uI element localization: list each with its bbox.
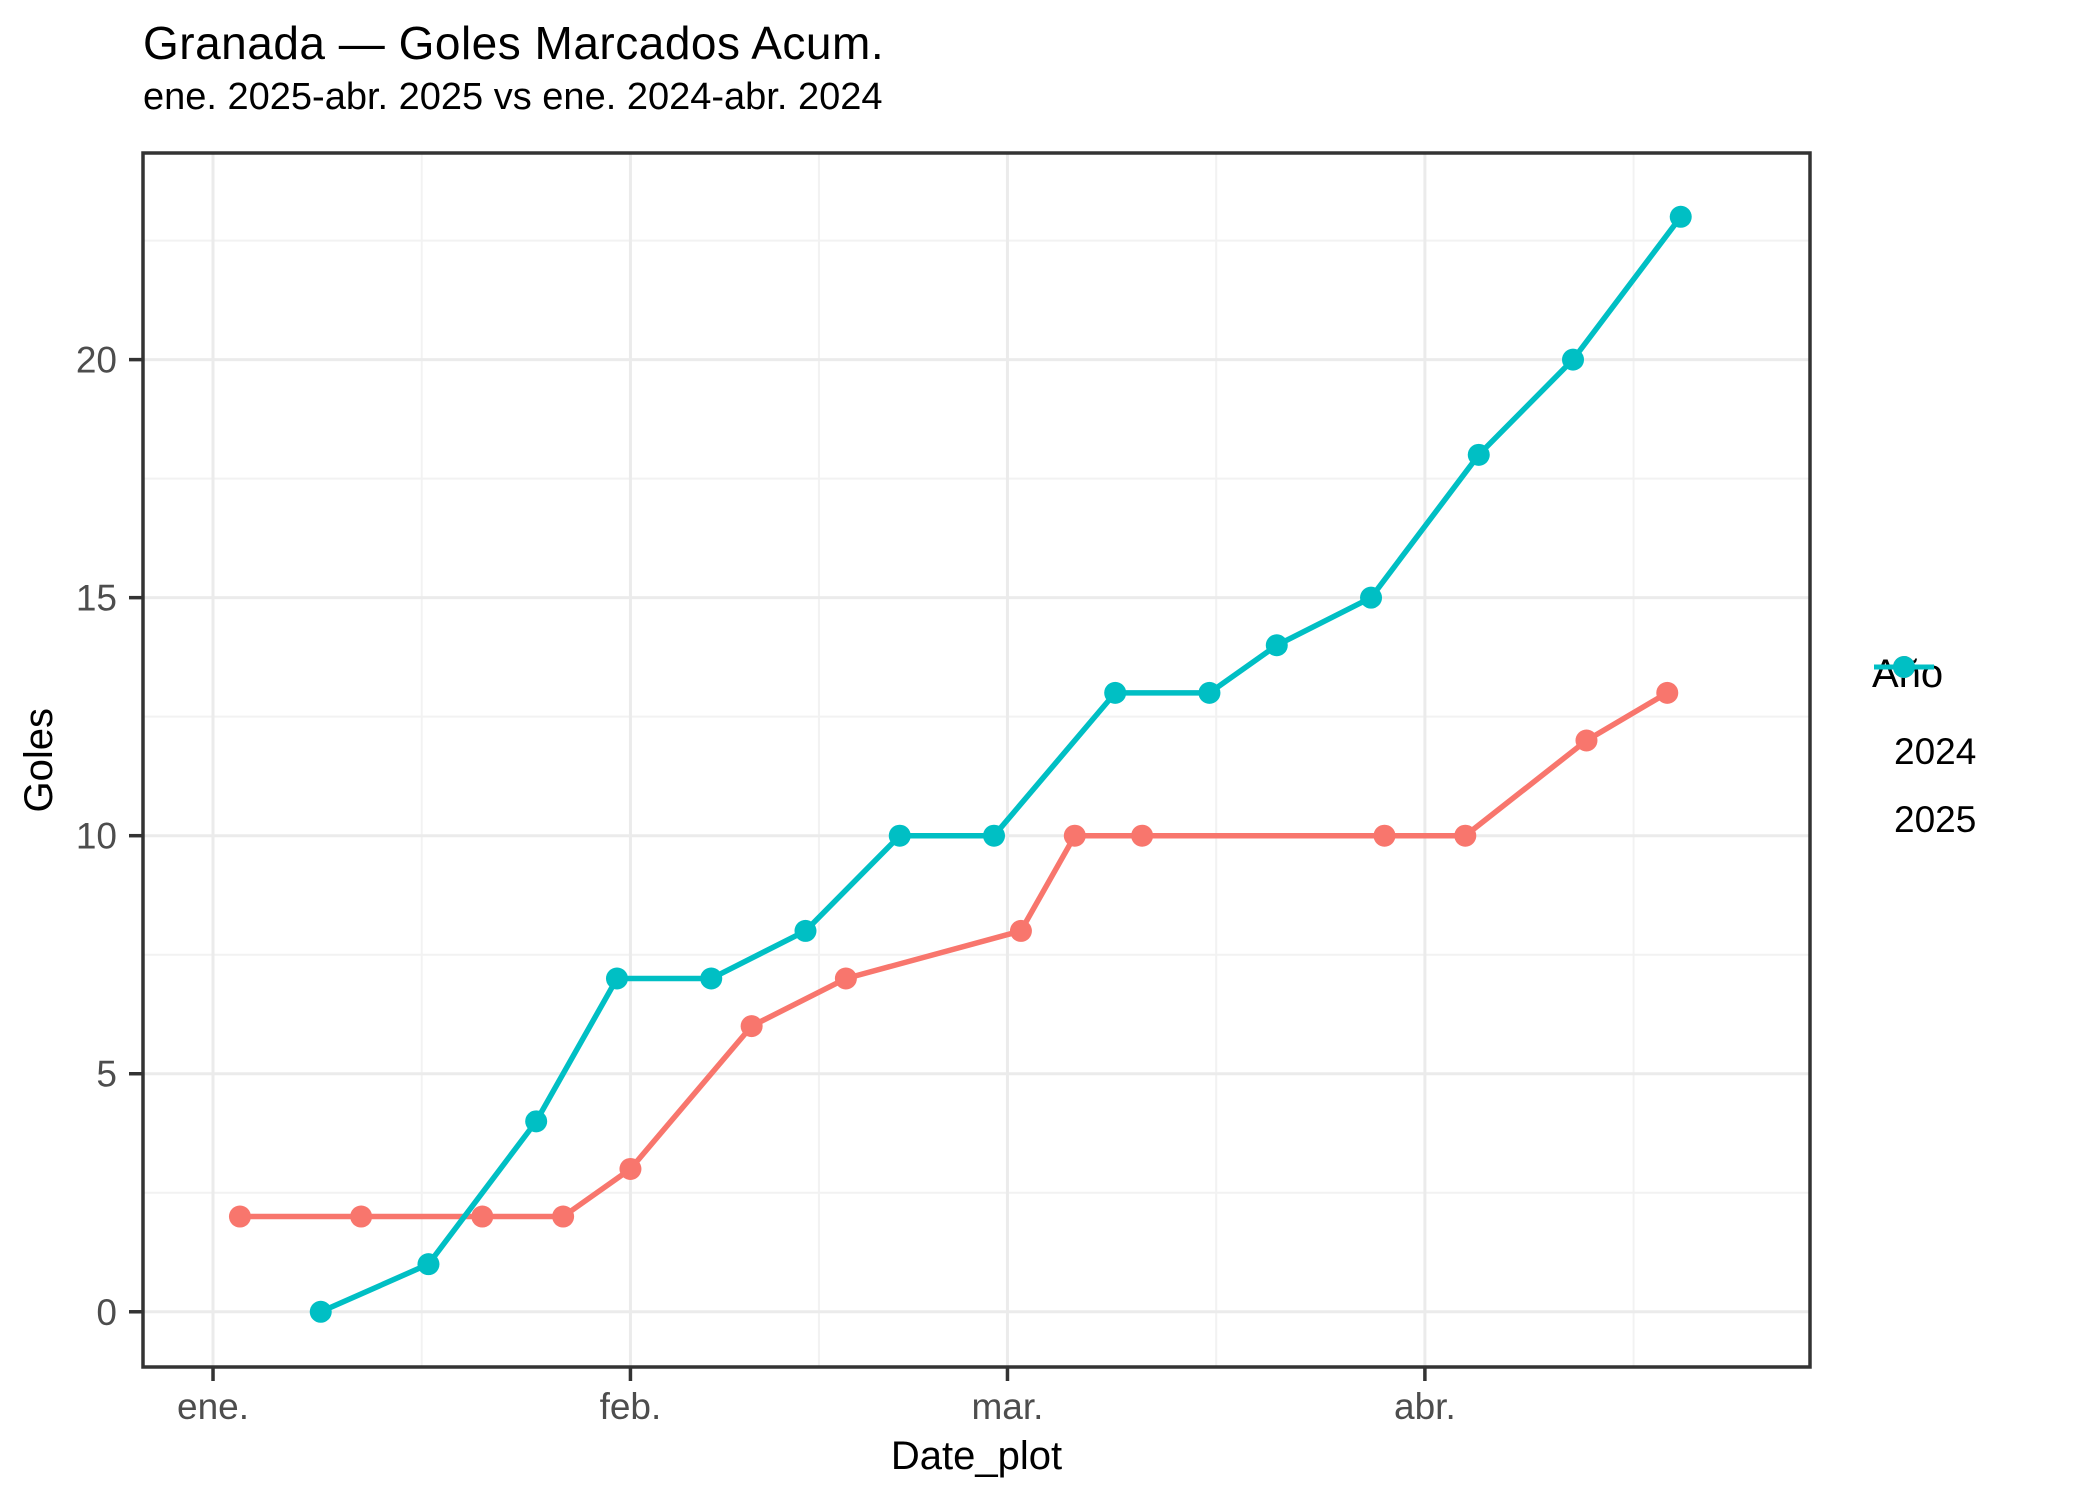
chart-title: Granada — Goles Marcados Acum. <box>143 17 885 69</box>
data-point-2025 <box>525 1110 548 1133</box>
data-point-2025 <box>1669 205 1692 228</box>
legend-label-2024: 2024 <box>1894 731 1977 772</box>
data-point-2025 <box>1360 586 1383 609</box>
data-point-2025 <box>1467 443 1490 466</box>
legend-entry-2024: 2024 <box>1872 656 2092 773</box>
x-tick-label: mar. <box>971 1386 1043 1427</box>
data-point-2024 <box>350 1205 373 1228</box>
data-point-2024 <box>1009 919 1032 942</box>
y-tick-label: 0 <box>96 1292 117 1333</box>
data-point-2024 <box>1575 729 1598 752</box>
data-point-2024 <box>1131 824 1154 847</box>
legend: Año 2024 2025 <box>1872 652 2092 841</box>
x-tick-label: feb. <box>600 1386 662 1427</box>
series-line-2024 <box>237 690 1671 1220</box>
data-point-2024 <box>228 1205 251 1228</box>
data-point-2025 <box>309 1300 332 1323</box>
legend-label-2025: 2025 <box>1894 799 1977 840</box>
data-point-2024 <box>834 967 857 990</box>
x-axis-title: Date_plot <box>890 1434 1063 1478</box>
y-tick-label: 10 <box>76 816 117 857</box>
legend-key-2025 <box>1874 656 1934 678</box>
data-point-2025 <box>888 824 911 847</box>
series-line-2025 <box>317 214 1684 1315</box>
y-tick-label: 20 <box>76 340 117 381</box>
data-point-2024 <box>1063 824 1086 847</box>
data-point-2024 <box>740 1015 763 1038</box>
chart-subtitle: ene. 2025-abr. 2025 vs ene. 2024-abr. 20… <box>143 76 883 118</box>
x-tick-label: abr. <box>1394 1386 1456 1427</box>
data-point-2024 <box>1656 681 1679 704</box>
y-axis-title: Goles <box>16 707 61 813</box>
data-point-2024 <box>1454 824 1477 847</box>
data-point-2024 <box>619 1157 642 1180</box>
data-point-2024 <box>471 1205 494 1228</box>
data-point-2025 <box>794 919 817 942</box>
data-point-2025 <box>605 967 628 990</box>
y-axis-title-container: Goles <box>16 153 62 1367</box>
data-point-2024 <box>552 1205 575 1228</box>
y-tick-label: 5 <box>96 1054 117 1095</box>
data-point-2025 <box>1265 634 1288 657</box>
legend-entry-2025: 2025 <box>1872 656 2092 841</box>
data-point-2025 <box>1104 681 1127 704</box>
plot-panel-border <box>141 151 1812 1369</box>
data-point-2025 <box>700 967 723 990</box>
x-tick-label: ene. <box>177 1386 249 1427</box>
data-point-2025 <box>1562 348 1585 371</box>
data-point-2025 <box>983 824 1006 847</box>
data-point-2025 <box>1198 681 1221 704</box>
data-point-2024 <box>1373 824 1396 847</box>
data-point-2025 <box>417 1253 440 1276</box>
legend-key-point <box>1893 656 1915 678</box>
y-tick-label: 15 <box>76 578 117 619</box>
